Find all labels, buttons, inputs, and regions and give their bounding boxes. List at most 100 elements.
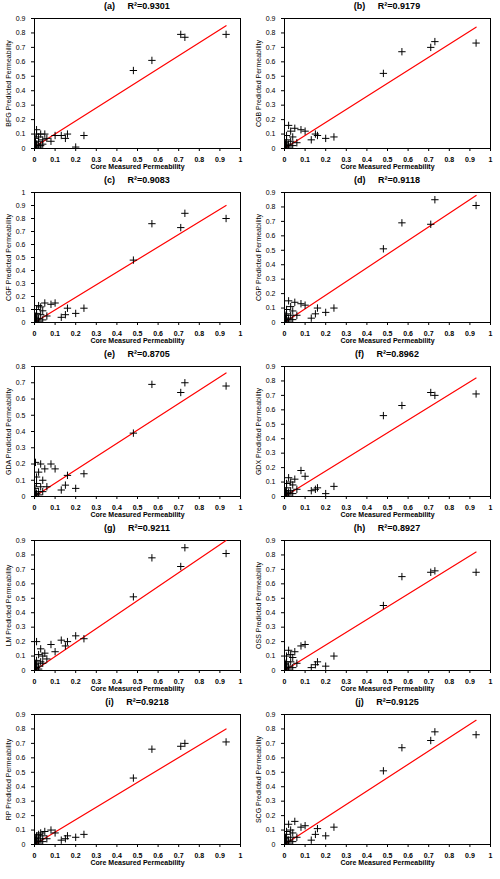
svg-text:0.4: 0.4 xyxy=(266,435,276,442)
svg-text:0.3: 0.3 xyxy=(16,623,26,630)
svg-text:1: 1 xyxy=(239,504,243,511)
svg-text:RP Predicted Permeability: RP Predicted Permeability xyxy=(5,738,13,820)
svg-text:1: 1 xyxy=(489,678,493,685)
svg-text:0: 0 xyxy=(272,319,276,326)
svg-text:0.2: 0.2 xyxy=(71,852,81,859)
svg-text:0.2: 0.2 xyxy=(71,330,81,337)
svg-text:0.1: 0.1 xyxy=(16,826,26,833)
svg-text:0.6: 0.6 xyxy=(16,580,26,587)
svg-text:0.8: 0.8 xyxy=(194,504,204,511)
svg-text:0.1: 0.1 xyxy=(300,678,310,685)
svg-text:0.1: 0.1 xyxy=(16,306,26,313)
svg-text:0.6: 0.6 xyxy=(16,58,26,65)
svg-text:0.1: 0.1 xyxy=(266,478,276,485)
svg-text:Core Measured Permeability: Core Measured Permeability xyxy=(340,511,434,519)
svg-text:0.7: 0.7 xyxy=(266,44,276,51)
svg-text:0.3: 0.3 xyxy=(266,449,276,456)
svg-text:0.9: 0.9 xyxy=(266,537,276,544)
svg-text:0.9: 0.9 xyxy=(465,330,475,337)
svg-text:0.2: 0.2 xyxy=(71,678,81,685)
svg-text:0: 0 xyxy=(22,493,26,500)
svg-text:0.9: 0.9 xyxy=(215,678,225,685)
svg-text:0.2: 0.2 xyxy=(16,812,26,819)
svg-text:0: 0 xyxy=(283,852,287,859)
svg-text:0.9: 0.9 xyxy=(465,852,475,859)
svg-text:0.8: 0.8 xyxy=(16,363,26,370)
svg-text:0: 0 xyxy=(33,330,37,337)
svg-text:0.7: 0.7 xyxy=(16,740,26,747)
svg-text:0.6: 0.6 xyxy=(16,754,26,761)
svg-text:0.2: 0.2 xyxy=(16,460,26,467)
svg-text:Core Measured Permeability: Core Measured Permeability xyxy=(340,859,434,867)
svg-text:1: 1 xyxy=(22,189,26,196)
svg-text:0.2: 0.2 xyxy=(266,638,276,645)
svg-text:0.9: 0.9 xyxy=(215,852,225,859)
svg-text:0.8: 0.8 xyxy=(266,551,276,558)
svg-text:0.8: 0.8 xyxy=(266,725,276,732)
svg-text:1: 1 xyxy=(489,852,493,859)
svg-text:1: 1 xyxy=(239,330,243,337)
svg-text:0.2: 0.2 xyxy=(71,504,81,511)
svg-text:Core Measured Permeability: Core Measured Permeability xyxy=(340,163,434,171)
svg-text:0.9: 0.9 xyxy=(266,189,276,196)
svg-text:0: 0 xyxy=(283,678,287,685)
svg-text:0.7: 0.7 xyxy=(16,44,26,51)
svg-text:0.1: 0.1 xyxy=(50,156,60,163)
svg-text:0.2: 0.2 xyxy=(266,116,276,123)
svg-text:0.3: 0.3 xyxy=(16,444,26,451)
svg-text:0.2: 0.2 xyxy=(16,293,26,300)
svg-text:0.3: 0.3 xyxy=(16,101,26,108)
svg-text:Core Measured Permeability: Core Measured Permeability xyxy=(90,337,184,345)
svg-text:0.7: 0.7 xyxy=(16,379,26,386)
svg-text:0.3: 0.3 xyxy=(266,275,276,282)
svg-text:0.2: 0.2 xyxy=(16,638,26,645)
svg-text:0.1: 0.1 xyxy=(16,652,26,659)
svg-text:0: 0 xyxy=(272,493,276,500)
svg-text:0.4: 0.4 xyxy=(266,783,276,790)
svg-text:0.4: 0.4 xyxy=(16,267,26,274)
svg-text:0.9: 0.9 xyxy=(215,330,225,337)
svg-text:0.2: 0.2 xyxy=(321,330,331,337)
svg-text:0.3: 0.3 xyxy=(266,623,276,630)
svg-text:0: 0 xyxy=(22,145,26,152)
svg-text:0.7: 0.7 xyxy=(266,566,276,573)
svg-text:0.6: 0.6 xyxy=(266,580,276,587)
svg-text:0.3: 0.3 xyxy=(266,101,276,108)
svg-text:0.2: 0.2 xyxy=(16,116,26,123)
svg-text:0.6: 0.6 xyxy=(16,395,26,402)
svg-text:1: 1 xyxy=(239,156,243,163)
svg-text:0.1: 0.1 xyxy=(50,852,60,859)
svg-text:0.3: 0.3 xyxy=(266,797,276,804)
svg-text:0.3: 0.3 xyxy=(16,280,26,287)
svg-text:0.2: 0.2 xyxy=(266,290,276,297)
svg-text:0.4: 0.4 xyxy=(266,261,276,268)
svg-text:0.2: 0.2 xyxy=(266,812,276,819)
svg-text:GDA Predicted Permeability: GDA Predicted Permeability xyxy=(5,388,13,475)
svg-text:0: 0 xyxy=(283,504,287,511)
svg-text:GDX Predicted Permeability: GDX Predicted Permeability xyxy=(255,387,263,475)
svg-text:0.5: 0.5 xyxy=(16,73,26,80)
svg-text:0: 0 xyxy=(22,667,26,674)
svg-text:Core Measured Permeability: Core Measured Permeability xyxy=(90,859,184,867)
svg-text:0.6: 0.6 xyxy=(266,406,276,413)
svg-text:0.5: 0.5 xyxy=(266,595,276,602)
svg-text:0.8: 0.8 xyxy=(444,852,454,859)
svg-text:0: 0 xyxy=(22,319,26,326)
svg-text:0.8: 0.8 xyxy=(266,203,276,210)
svg-text:0.1: 0.1 xyxy=(300,504,310,511)
svg-text:0.5: 0.5 xyxy=(266,73,276,80)
svg-text:0.9: 0.9 xyxy=(266,15,276,22)
svg-text:0.6: 0.6 xyxy=(266,232,276,239)
svg-text:Core Measured Permeability: Core Measured Permeability xyxy=(90,685,184,693)
svg-text:0.2: 0.2 xyxy=(71,156,81,163)
svg-text:0.2: 0.2 xyxy=(321,678,331,685)
svg-text:0.9: 0.9 xyxy=(16,711,26,718)
svg-text:0.4: 0.4 xyxy=(16,609,26,616)
svg-text:0.8: 0.8 xyxy=(444,504,454,511)
svg-text:0: 0 xyxy=(283,330,287,337)
svg-text:CGP Predicted Permeability: CGP Predicted Permeability xyxy=(255,213,263,301)
svg-text:Core Measured Permeability: Core Measured Permeability xyxy=(340,337,434,345)
svg-text:0.8: 0.8 xyxy=(444,330,454,337)
svg-text:0.1: 0.1 xyxy=(300,330,310,337)
svg-text:0: 0 xyxy=(272,145,276,152)
